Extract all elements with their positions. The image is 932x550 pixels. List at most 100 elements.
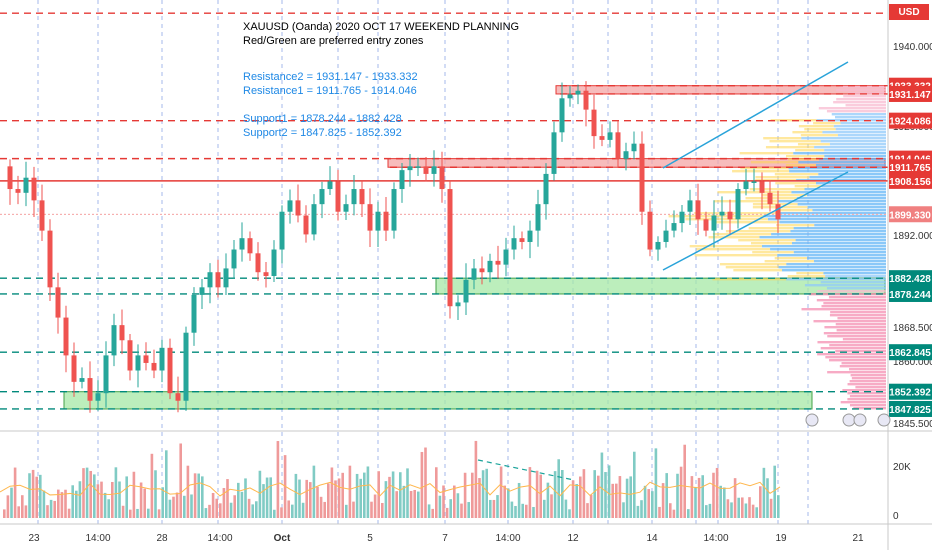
volume-bar — [492, 499, 496, 518]
volume-bar — [453, 485, 456, 518]
volume-bar — [10, 487, 13, 518]
us-flag-icon-2[interactable] — [842, 413, 856, 427]
profile-bar — [840, 122, 886, 125]
profile-bar — [828, 296, 886, 299]
profile-bar — [824, 326, 886, 329]
candle-body — [135, 355, 141, 371]
candle-body — [543, 173, 549, 205]
volume-bar — [607, 465, 611, 518]
volume-bar — [219, 503, 222, 518]
profile-bar — [763, 215, 886, 218]
profile-bar-secondary — [796, 272, 824, 275]
channel-lower-line — [662, 171, 849, 271]
volume-ma-line — [0, 481, 781, 497]
volume-bar — [517, 482, 521, 518]
volume-bar — [503, 485, 506, 518]
time-tick-label: 14:00 — [703, 533, 728, 544]
volume-bar — [13, 467, 17, 518]
annotation-support1: Support1 = 1878.244 - 1882.428 — [243, 113, 402, 125]
volume-bar — [42, 490, 46, 518]
profile-bar-secondary — [776, 224, 815, 227]
profile-bar — [825, 275, 886, 278]
zone-layer — [63, 85, 886, 410]
candle-body — [455, 302, 461, 307]
us-flag-icon[interactable] — [805, 413, 819, 427]
candle-body — [559, 98, 565, 133]
volume-bar — [665, 473, 668, 518]
candle-body — [551, 132, 557, 174]
profile-bar — [849, 368, 886, 371]
volume-bar — [723, 487, 726, 518]
profile-bar-secondary — [717, 191, 792, 194]
volume-bar — [150, 453, 154, 518]
us-flag-icon-3[interactable] — [853, 413, 867, 427]
profile-bar — [777, 254, 886, 257]
event-icons[interactable] — [805, 413, 891, 427]
volume-bar — [175, 492, 179, 518]
profile-bar — [835, 323, 886, 326]
profile-bar-secondary — [769, 140, 821, 143]
profile-bar — [845, 104, 886, 107]
candle-body — [647, 211, 653, 250]
candle-body — [631, 143, 637, 152]
profile-bar — [820, 281, 886, 284]
profile-bar — [835, 128, 886, 131]
profile-bar — [809, 176, 886, 179]
volume-bar — [251, 504, 254, 518]
volume-bar — [705, 505, 708, 518]
volume-bar — [330, 467, 334, 518]
price-tag-label: 1899.330 — [889, 210, 931, 221]
candle-body — [271, 249, 277, 276]
candle-body — [71, 355, 77, 382]
channel-lines — [477, 61, 849, 481]
profile-bar-secondary — [694, 212, 776, 215]
volume-bar — [114, 467, 118, 518]
volume-bar — [28, 473, 31, 518]
volume-bar — [208, 504, 211, 518]
candle-body — [79, 378, 85, 382]
price-tag-label: 1878.244 — [889, 290, 931, 301]
candle-body — [215, 272, 221, 288]
us-flag-icon-4[interactable] — [877, 413, 891, 427]
volume-bar — [287, 500, 290, 518]
candle-body — [399, 170, 405, 190]
profile-bar — [835, 116, 886, 119]
volume-bar — [687, 509, 690, 518]
volume-bar — [100, 481, 103, 518]
price-tag-label: 1852.392 — [889, 388, 931, 399]
volume-bar — [168, 499, 172, 518]
annotation-resistance1: Resistance1 = 1911.765 - 1914.046 — [243, 85, 417, 97]
candle-body — [199, 287, 205, 295]
candle-body — [471, 268, 477, 280]
volume-bar — [759, 486, 762, 518]
currency-badge[interactable]: USD — [889, 4, 929, 20]
volume-bar — [683, 444, 686, 518]
volume-bar — [6, 495, 10, 518]
volume-bar — [521, 503, 524, 518]
profile-bar-secondary — [804, 128, 836, 131]
profile-bar — [835, 350, 886, 353]
volume-bar — [301, 502, 305, 518]
candle-body — [687, 200, 693, 212]
volume-bar — [582, 469, 586, 518]
volume-bar — [575, 484, 578, 518]
profile-bar-secondary — [685, 218, 768, 221]
volume-bar — [748, 497, 751, 518]
candle-body — [63, 317, 69, 356]
profile-bar-secondary — [813, 122, 841, 125]
candle-body — [527, 230, 533, 242]
profile-bar — [836, 89, 886, 92]
price-tag — [889, 400, 932, 417]
volume-bar — [273, 509, 276, 518]
volume-bar — [564, 499, 568, 518]
volume-bar — [118, 481, 121, 518]
profile-bar — [837, 134, 886, 137]
time-tick-label: 21 — [852, 533, 864, 544]
volume-bar — [186, 465, 190, 518]
candle-body — [127, 340, 133, 371]
volume-bar — [525, 504, 528, 518]
volume-bar — [132, 471, 136, 518]
volume-bar — [179, 443, 182, 518]
profile-bar — [849, 395, 886, 398]
profile-bar — [806, 194, 886, 197]
